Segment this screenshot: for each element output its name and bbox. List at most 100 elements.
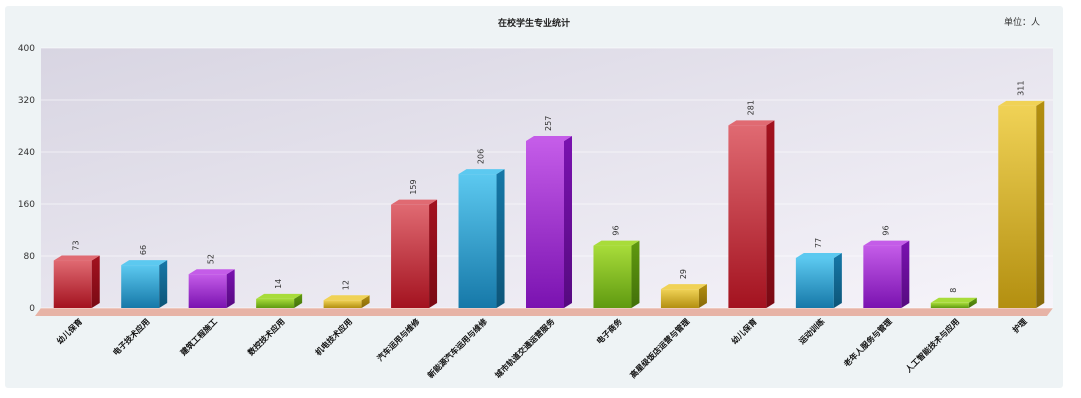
x-axis: 幼儿保育 电子技术应用 建筑工程施工 数控技术应用 机电技术应用 汽车运用与维修 新能源汽车… bbox=[54, 316, 1028, 380]
bar-top bbox=[795, 252, 842, 258]
bar-value-label: 29 bbox=[679, 269, 688, 279]
bar-front bbox=[256, 298, 295, 308]
bar-side bbox=[1036, 100, 1045, 308]
bar-value-label: 206 bbox=[477, 149, 486, 164]
bar-side bbox=[91, 255, 100, 308]
x-tick-label: 建筑工程施工 bbox=[177, 316, 219, 358]
bar-side bbox=[631, 240, 640, 308]
chart-title: 在校学生专业统计 bbox=[498, 17, 570, 29]
bar: 281 bbox=[728, 100, 775, 308]
bar-front bbox=[188, 274, 227, 308]
bar-value-label: 77 bbox=[814, 238, 823, 248]
bar-value-label: 52 bbox=[207, 254, 216, 264]
bar: 73 bbox=[53, 240, 100, 308]
x-tick-label: 机电技术应用 bbox=[313, 316, 354, 357]
bar-side bbox=[361, 295, 370, 308]
chart-floor bbox=[35, 308, 1053, 316]
bar-front bbox=[391, 204, 430, 308]
bar-value-label: 73 bbox=[72, 240, 81, 250]
bar-top bbox=[930, 297, 977, 303]
x-tick-label: 电子商务 bbox=[594, 316, 624, 346]
bar-value-label: 12 bbox=[342, 280, 351, 290]
bar: 14 bbox=[256, 279, 303, 308]
bar-top bbox=[256, 293, 303, 299]
bar-side bbox=[226, 269, 235, 308]
x-tick-label: 电子技术应用 bbox=[111, 316, 152, 357]
y-tick-label: 400 bbox=[18, 44, 35, 54]
bar-value-label: 14 bbox=[274, 279, 283, 289]
bar-front bbox=[728, 125, 767, 308]
bar-front bbox=[998, 105, 1037, 308]
bar-top bbox=[391, 199, 438, 205]
bar-value-label: 66 bbox=[139, 245, 148, 255]
bar-top bbox=[998, 100, 1045, 106]
bar-top bbox=[863, 240, 910, 246]
bar-top bbox=[121, 260, 168, 266]
bar-top bbox=[728, 120, 775, 126]
y-axis: 0 80 160 240 320 400 bbox=[18, 44, 35, 314]
bar: 66 bbox=[121, 245, 168, 308]
bar-top bbox=[53, 255, 100, 261]
y-tick-label: 160 bbox=[18, 200, 35, 210]
x-tick-label: 汽车运用与维修 bbox=[375, 316, 422, 363]
x-tick-label: 数控技术应用 bbox=[246, 316, 287, 357]
bar: 311 bbox=[998, 81, 1045, 308]
bar-value-label: 257 bbox=[544, 116, 553, 131]
bar-front bbox=[458, 174, 497, 308]
bar-value-label: 8 bbox=[949, 288, 958, 293]
x-tick-label: 高星级饭店运营与管理 bbox=[628, 316, 692, 380]
bar-value-label: 159 bbox=[409, 179, 418, 194]
bar-front bbox=[930, 302, 969, 308]
bar-top bbox=[188, 269, 235, 275]
bar-value-label: 96 bbox=[881, 225, 890, 235]
bar: 8 bbox=[930, 288, 977, 308]
bar-front bbox=[526, 140, 564, 308]
y-tick-label: 320 bbox=[18, 96, 35, 106]
bar: 77 bbox=[795, 238, 842, 308]
bar-side bbox=[294, 293, 303, 308]
bar-value-label: 281 bbox=[746, 100, 755, 115]
x-tick-label: 新能源汽车运用与维修 bbox=[425, 316, 489, 380]
y-tick-label: 80 bbox=[24, 252, 36, 262]
bar-front bbox=[323, 300, 362, 308]
bar-front bbox=[53, 260, 92, 308]
bar-top bbox=[323, 295, 370, 301]
bar: 52 bbox=[188, 254, 235, 308]
bar: 96 bbox=[863, 225, 910, 308]
bar-side bbox=[159, 260, 168, 308]
y-tick-label: 0 bbox=[29, 304, 35, 314]
bar-front bbox=[863, 245, 902, 308]
bar-front bbox=[795, 257, 834, 308]
bar: 257 bbox=[526, 116, 572, 308]
bar-side bbox=[496, 169, 505, 308]
x-tick-label: 城市轨道交通运营服务 bbox=[493, 316, 557, 380]
x-tick-label: 护理 bbox=[1010, 316, 1028, 334]
bar-side bbox=[968, 297, 977, 308]
bar: 96 bbox=[593, 225, 640, 308]
x-tick-label: 运动训练 bbox=[797, 316, 827, 346]
bar-side bbox=[766, 120, 775, 308]
x-tick-label: 幼儿保育 bbox=[729, 316, 759, 346]
bar-value-label: 311 bbox=[1016, 81, 1025, 96]
bar-side bbox=[564, 135, 572, 308]
chart-frame: 0 80 160 240 320 400 73 66 52 14 12 159 206 257 96 29 2… bbox=[5, 6, 1063, 388]
x-tick-label: 人工智能技术与应用 bbox=[903, 316, 961, 374]
x-tick-label: 老年人服务与管理 bbox=[841, 316, 894, 369]
unit-label: 单位：人 bbox=[1004, 16, 1040, 28]
bar-top bbox=[660, 284, 707, 290]
bar-top bbox=[593, 240, 640, 246]
bars: 73 66 52 14 12 159 206 257 96 29 281 77 96 8 311 bbox=[53, 81, 1045, 308]
bar-side bbox=[833, 252, 842, 308]
bar-top bbox=[526, 135, 572, 141]
bar: 206 bbox=[458, 149, 505, 308]
bar-value-label: 96 bbox=[611, 225, 620, 235]
bar-front bbox=[121, 265, 160, 308]
bar-top bbox=[458, 169, 505, 175]
bar-front bbox=[660, 289, 699, 308]
bar-chart: 0 80 160 240 320 400 73 66 52 14 12 159 206 257 96 29 2… bbox=[18, 16, 1053, 380]
bar: 159 bbox=[391, 179, 438, 308]
bar-side bbox=[429, 199, 438, 308]
bar: 12 bbox=[323, 280, 370, 308]
bar-side bbox=[901, 240, 910, 308]
y-tick-label: 240 bbox=[18, 148, 35, 158]
